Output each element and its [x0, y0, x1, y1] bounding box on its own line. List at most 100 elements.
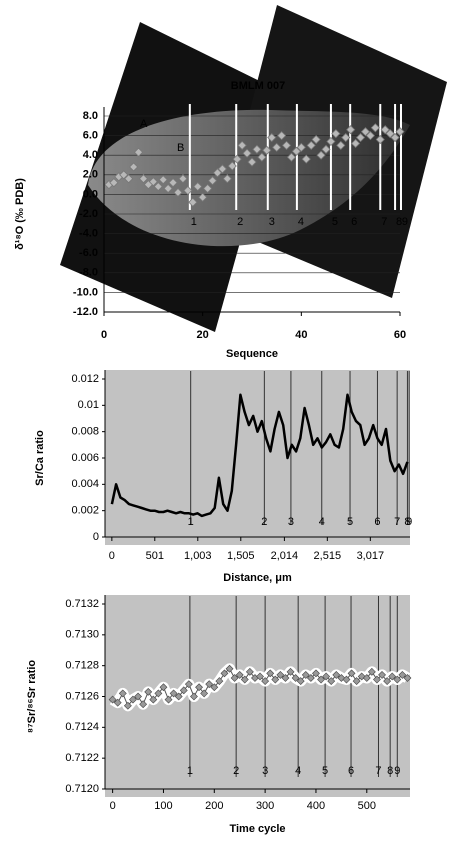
point	[393, 675, 402, 684]
zone-label: 1	[187, 765, 193, 777]
y-tick-label: 4.0	[83, 149, 98, 161]
point	[347, 669, 356, 678]
annotation: A	[140, 118, 148, 130]
point	[230, 674, 239, 682]
zone-label: 6	[351, 216, 357, 228]
point	[403, 674, 412, 682]
zone-label: 4	[298, 216, 304, 228]
point	[153, 181, 163, 192]
point	[385, 129, 395, 139]
point	[256, 672, 264, 681]
point	[240, 675, 249, 684]
zone-label: 8	[396, 216, 402, 228]
y-tick-label: 0.7122	[65, 752, 99, 764]
point	[139, 700, 148, 709]
point	[220, 669, 229, 678]
point	[148, 177, 158, 187]
point	[212, 168, 223, 178]
point	[232, 154, 242, 164]
point	[362, 674, 371, 682]
zone-label: 7	[381, 216, 387, 228]
y-tick-label: 6.0	[83, 130, 98, 142]
y-tick-label: 0.7128	[65, 660, 99, 672]
point	[272, 142, 282, 152]
zone-label: 6	[374, 516, 380, 528]
point	[247, 157, 257, 167]
y-tick-label: 2.0	[83, 169, 98, 181]
point	[327, 677, 336, 686]
y-tick-label: 0.7130	[65, 629, 99, 641]
point	[109, 178, 119, 188]
point	[119, 170, 129, 180]
y-tick-label: 0.008	[71, 426, 99, 438]
point	[271, 675, 280, 684]
y-tick-label: -8.0	[79, 267, 98, 279]
point	[193, 181, 203, 192]
zone-label: 2	[233, 765, 239, 777]
x-tick-label: 400	[307, 800, 325, 812]
point	[124, 174, 134, 184]
x-axis-label: Distance, μm	[223, 572, 292, 584]
point	[261, 677, 270, 686]
zone-label: 9	[402, 216, 408, 228]
x-tick-label: 0	[110, 800, 116, 812]
zone-label: 5	[347, 516, 353, 528]
point	[276, 670, 285, 679]
x-axis-label: Sequence	[226, 348, 278, 360]
point	[144, 687, 153, 696]
point	[164, 695, 173, 704]
zone-label: 4	[295, 765, 301, 777]
zone-label: 3	[262, 765, 268, 777]
point	[388, 672, 397, 681]
point	[296, 677, 305, 686]
point	[169, 689, 178, 698]
point	[113, 698, 122, 707]
x-tick-label: 2,515	[314, 550, 342, 562]
point	[370, 123, 380, 133]
point	[306, 674, 315, 682]
point	[375, 134, 385, 145]
point	[378, 670, 386, 679]
x-tick-label: 3,017	[357, 550, 385, 562]
zone-label: 1	[191, 216, 197, 228]
zone-label: 8	[404, 516, 410, 528]
point	[257, 152, 267, 162]
y-tick-label: -2.0	[79, 208, 98, 220]
y-axis-label: Sr/Ca ratio	[34, 430, 46, 486]
point	[326, 136, 336, 147]
y-tick-label: 0.7124	[65, 721, 99, 733]
zone-label: 1	[188, 516, 194, 528]
point	[341, 132, 351, 143]
point	[225, 664, 234, 673]
point	[317, 675, 325, 684]
point	[133, 147, 144, 157]
y-tick-label: 0.012	[71, 373, 99, 385]
point	[351, 138, 361, 149]
point	[321, 144, 331, 154]
point	[215, 677, 224, 686]
point	[203, 183, 213, 194]
y-tick-label: 0	[93, 531, 99, 543]
x-tick-label: 20	[197, 329, 209, 341]
point	[365, 131, 375, 141]
annotation: B	[177, 142, 184, 154]
point	[138, 174, 149, 184]
y-tick-label: 0.006	[71, 452, 99, 464]
y-tick-label: -4.0	[79, 228, 98, 240]
x-tick-label: 0	[101, 329, 107, 341]
point	[159, 683, 168, 692]
chart-title: BMLM 007	[231, 80, 285, 92]
point	[134, 692, 142, 701]
point	[227, 161, 237, 171]
point	[237, 140, 247, 150]
point	[301, 670, 310, 679]
x-tick-label: 200	[205, 800, 223, 812]
point	[200, 689, 209, 698]
y-axis-label: δ¹⁸O (‰ PDB)	[14, 178, 26, 250]
point	[346, 125, 356, 135]
point	[286, 152, 297, 162]
point	[222, 174, 232, 184]
x-axis-label: Time cycle	[229, 823, 285, 835]
point	[195, 683, 203, 692]
